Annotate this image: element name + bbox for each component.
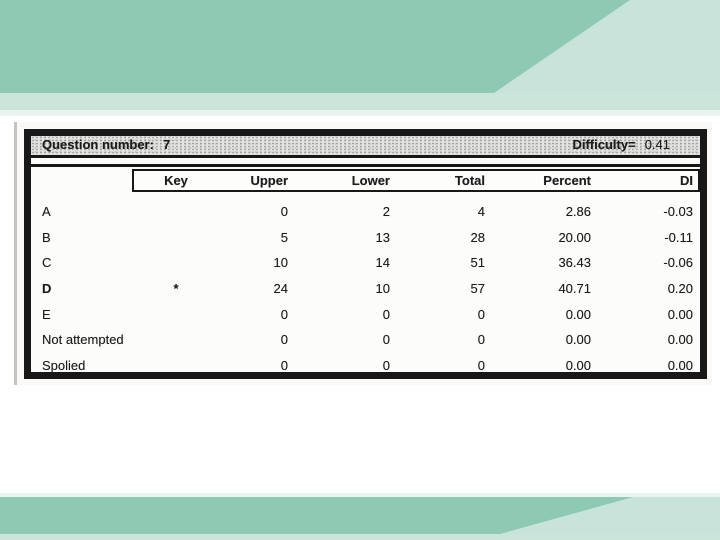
row-label: B [42, 229, 51, 245]
cell-upper: 0 [280, 332, 288, 348]
cell-di: -0.03 [663, 204, 693, 220]
row-label: E [42, 306, 51, 322]
column-header-upper: Upper [250, 173, 288, 188]
cell-lower: 10 [375, 281, 390, 297]
row-label: C [42, 255, 52, 271]
cell-lower: 0 [382, 332, 390, 348]
cell-di: 0.00 [667, 357, 693, 373]
cell-di: 0.20 [667, 281, 693, 297]
report-title-bar: Question number: 7 Difficulty= 0.41 [31, 136, 700, 158]
cell-di: -0.06 [663, 255, 693, 271]
row-label: D [42, 281, 52, 297]
cell-percent: 20.00 [558, 229, 591, 245]
horizontal-rule [31, 164, 700, 167]
difficulty-value: 0.41 [644, 137, 670, 152]
column-header-box [132, 169, 700, 192]
column-header-key: Key [164, 173, 188, 188]
cell-upper: 5 [280, 229, 288, 245]
question-number-group: Question number: 7 [42, 137, 170, 152]
cell-upper: 0 [280, 306, 288, 322]
bottom-light-strip [0, 534, 720, 540]
cell-total: 0 [477, 306, 485, 322]
cell-lower: 13 [375, 229, 390, 245]
cell-percent: 0.00 [565, 357, 591, 373]
cell-lower: 0 [382, 357, 390, 373]
column-header-di: DI [680, 173, 693, 188]
row-label: Not attempted [42, 332, 124, 348]
cell-lower: 2 [382, 204, 390, 220]
row-label: A [42, 204, 51, 220]
cell-upper: 0 [280, 357, 288, 373]
question-number-value: 7 [162, 137, 171, 152]
table-body: A 0 2 4 2.86 -0.03 B 5 13 28 20.00 -0.11… [31, 199, 700, 373]
cell-total: 28 [470, 229, 485, 245]
table-row: C 10 14 51 36.43 -0.06 [31, 250, 700, 276]
table-row: A 0 2 4 2.86 -0.03 [31, 199, 700, 225]
bottom-faint-strip [0, 493, 720, 497]
cell-total: 0 [477, 332, 485, 348]
cell-percent: 40.71 [558, 281, 591, 297]
table-row: E 0 0 0 0.00 0.00 [31, 301, 700, 327]
cell-lower: 14 [375, 255, 390, 271]
cell-di: 0.00 [667, 332, 693, 348]
table-row: B 5 13 28 20.00 -0.11 [31, 225, 700, 251]
top-faint-strip [0, 110, 720, 116]
top-light-strip [0, 93, 720, 110]
cell-total: 51 [470, 255, 485, 271]
cell-total: 0 [477, 357, 485, 373]
column-header-total: Total [454, 173, 485, 188]
column-header-percent: Percent [543, 173, 591, 188]
cell-percent: 2.86 [565, 204, 591, 220]
cell-total: 4 [477, 204, 485, 220]
row-label: Spolied [42, 357, 86, 373]
table-row: Not attempted 0 0 0 0.00 0.00 [31, 327, 700, 353]
scanned-report-image: Question number: 7 Difficulty= 0.41 Key Up… [14, 122, 712, 385]
cell-percent: 0.00 [565, 306, 591, 322]
difficulty-group: Difficulty= 0.41 [572, 137, 670, 152]
cell-lower: 0 [382, 306, 390, 322]
difficulty-label: Difficulty= [572, 137, 636, 152]
cell-percent: 36.43 [558, 255, 591, 271]
cell-di: -0.11 [664, 229, 693, 245]
cell-di: 0.00 [667, 306, 693, 322]
cell-upper: 0 [280, 204, 288, 220]
cell-percent: 0.00 [565, 332, 591, 348]
key-marker-asterisk: * [173, 281, 179, 297]
cell-upper: 24 [273, 281, 288, 297]
report-frame: Question number: 7 Difficulty= 0.41 Key Up… [24, 129, 707, 379]
column-header-lower: Lower [351, 173, 390, 188]
table-row: Spolied 0 0 0 0.00 0.00 [31, 353, 700, 373]
table-row-keyed-answer: D * 24 10 57 40.71 0.20 [31, 276, 700, 302]
cell-upper: 10 [273, 255, 288, 271]
column-header-row: Key Upper Lower Total Percent DI [31, 169, 700, 192]
question-number-label: Question number: [42, 137, 154, 152]
cell-total: 57 [470, 281, 485, 297]
